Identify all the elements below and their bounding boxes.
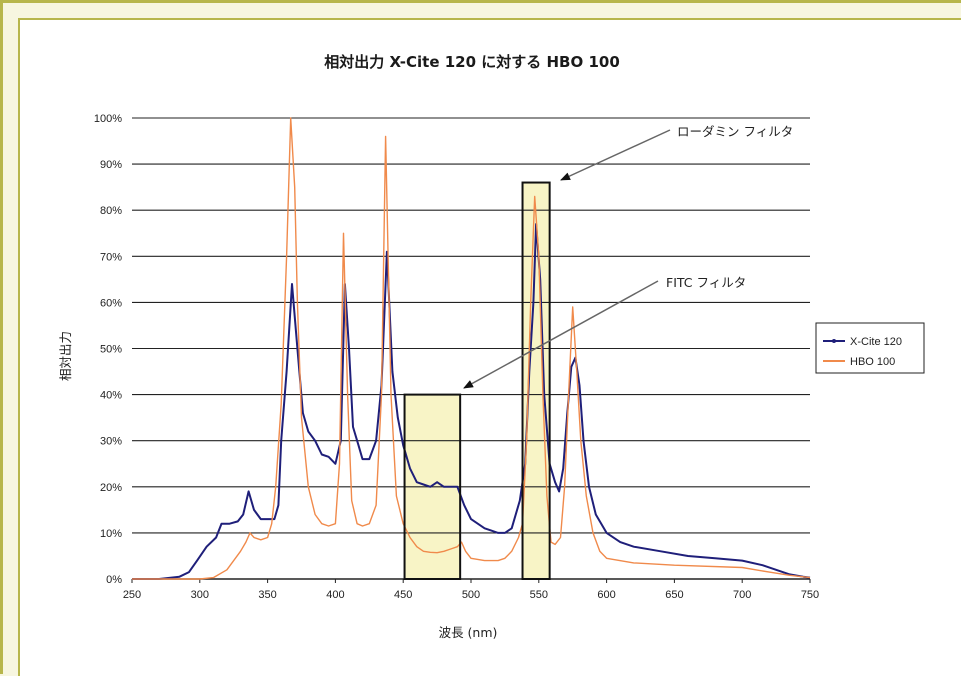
x-tick-label: 650 — [665, 589, 683, 601]
legend-label-xcite: X-Cite 120 — [850, 336, 902, 348]
y-axis-label: 相対出力 — [58, 331, 73, 381]
y-tick-label: 0% — [106, 574, 122, 586]
gridlines — [132, 117, 810, 580]
x-tick-label: 600 — [597, 589, 615, 601]
filter-box-0 — [521, 181, 551, 580]
fitc-arrow — [463, 280, 659, 389]
y-tick-label: 10% — [100, 528, 122, 540]
x-axis-ticks: 250 300 350 400 450 500 550 600 650 700 750 — [123, 579, 819, 601]
series-line-hbo-100 — [132, 117, 811, 580]
x-tick-label: 700 — [733, 589, 751, 601]
x-tick-label: 350 — [258, 589, 276, 601]
x-axis-label: 波長 (nm) — [439, 625, 498, 640]
y-tick-label: 60% — [100, 297, 122, 309]
x-tick-label: 400 — [326, 589, 344, 601]
chart-title: 相対出力 X-Cite 120 に対する HBO 100 — [324, 53, 620, 71]
y-tick-label: 50% — [100, 344, 122, 356]
y-tick-label: 90% — [100, 159, 122, 171]
series-line-x-cite-120 — [132, 223, 811, 580]
rhodamine-arrow — [560, 129, 671, 181]
series-lines — [132, 117, 811, 580]
x-tick-label: 300 — [191, 589, 209, 601]
fitc-annotation: FITC フィルタ — [666, 275, 746, 290]
legend-label-hbo: HBO 100 — [850, 356, 895, 368]
x-tick-label: 500 — [462, 589, 480, 601]
y-tick-label: 80% — [100, 205, 122, 217]
legend: X-Cite 120 HBO 100 — [815, 322, 925, 374]
y-tick-label: 100% — [94, 113, 122, 125]
filter-box-1 — [403, 393, 462, 580]
x-tick-label: 250 — [123, 589, 141, 601]
y-tick-label: 20% — [100, 482, 122, 494]
x-tick-label: 750 — [801, 589, 819, 601]
y-axis-ticks: 0% 10% 20% 30% 40% 50% 60% 70% 80% 90% 100% — [94, 113, 122, 586]
filter-boxes — [403, 181, 551, 580]
legend-box — [815, 322, 925, 374]
y-tick-label: 30% — [100, 436, 122, 448]
chart-panel — [18, 18, 961, 676]
y-tick-label: 70% — [100, 251, 122, 263]
legend-marker-xcite — [832, 339, 836, 343]
y-tick-label: 40% — [100, 390, 122, 402]
x-tick-label: 550 — [530, 589, 548, 601]
x-tick-label: 450 — [394, 589, 412, 601]
rhodamine-annotation: ローダミン フィルタ — [677, 124, 793, 139]
